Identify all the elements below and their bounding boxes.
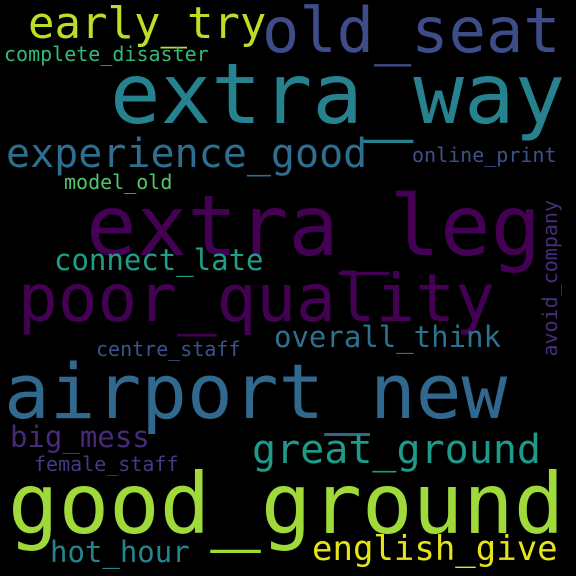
word-model-old: model_old (64, 170, 173, 194)
word-good-ground: good_ground (8, 455, 565, 553)
word-early-try: early_try (28, 0, 267, 49)
word-big-mess: big_mess (10, 420, 150, 454)
word-poor-quality: poor_quality (18, 260, 495, 337)
word-hot-hour: hot_hour (50, 535, 190, 569)
word-airport-new: airport_new (4, 347, 508, 436)
word-extra-way: extra_way (110, 45, 566, 143)
word-extra-leg: extra_leg (86, 177, 542, 275)
word-complete-disaster: complete_disaster (4, 42, 209, 66)
word-connect-late: connect_late (54, 243, 264, 277)
word-online-print: online_print (412, 143, 557, 167)
word-great-ground: great_ground (252, 427, 541, 473)
word-old-seat: old_seat (262, 0, 561, 67)
word-avoid-company: avoid_company (538, 200, 562, 357)
word-overall-think: overall_think (274, 320, 501, 354)
word-centre-staff: centre_staff (96, 337, 241, 361)
word-experience-good: experience_good (6, 131, 368, 177)
word-female-staff: female_staff (34, 452, 179, 476)
word-english-give: english_give (312, 529, 558, 569)
